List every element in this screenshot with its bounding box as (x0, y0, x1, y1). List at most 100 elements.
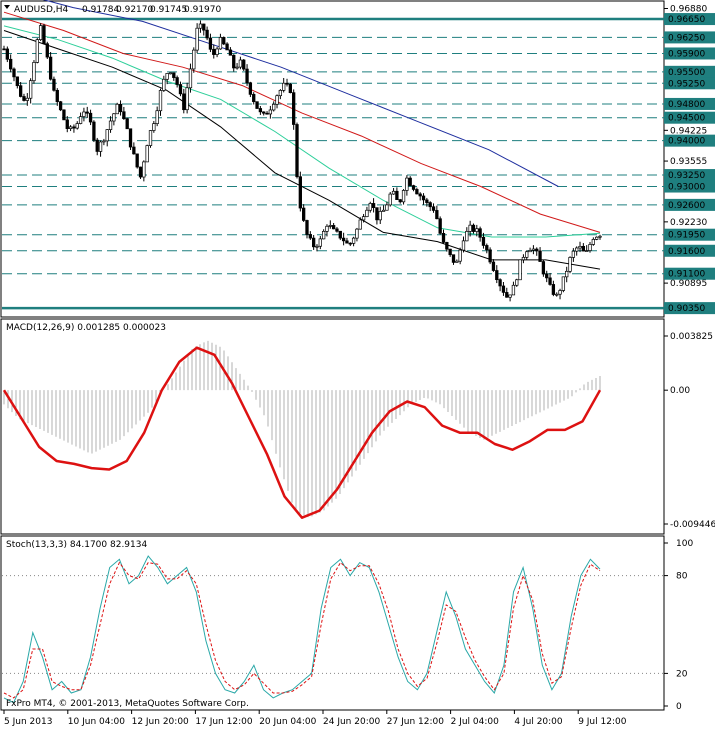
price-level-tag-label: 0.93000 (668, 183, 705, 193)
candle-body (102, 140, 106, 143)
candle-body (175, 77, 179, 85)
candle-body (521, 256, 526, 261)
price-tick-label: 0.90895 (670, 279, 707, 289)
candle-body (88, 112, 93, 123)
candle-body (228, 49, 233, 56)
candle-body (468, 224, 472, 232)
moving-averages (3, 0, 601, 270)
candle-body (245, 68, 249, 84)
candle-body (505, 292, 509, 298)
candle-body (511, 284, 516, 296)
price-tick-label: 0.94225 (670, 126, 707, 136)
candle-body (105, 129, 109, 142)
price-level-tag (664, 13, 715, 26)
candle-body (75, 123, 79, 129)
price-panel[interactable] (0, 0, 665, 318)
candle-body (378, 211, 382, 221)
candle-body (275, 95, 279, 105)
price-tick-label: 0.96880 (670, 5, 707, 15)
macd-panel[interactable] (0, 318, 665, 535)
stochastic-main-line (3, 555, 601, 704)
candle-body (565, 270, 569, 278)
candle-body (202, 23, 206, 31)
candle-body (295, 124, 299, 178)
candle-body (498, 279, 502, 287)
candle-body (242, 59, 246, 70)
candle-body (112, 113, 116, 122)
dropdown-arrow-icon[interactable] (4, 5, 10, 9)
time-axis: 5 Jun 2013 10 Jun 04:00 12 Jun 20:00 17 Jun… (3, 710, 627, 727)
price-level-tag (664, 97, 715, 110)
candle-body (32, 62, 36, 82)
candle-body (455, 260, 459, 263)
time-tick-label: 12 Jun 20:00 (132, 717, 189, 727)
candle-body (288, 83, 292, 94)
price-candles (2, 20, 602, 302)
time-tick-label: 20 Jun 04:00 (259, 717, 316, 727)
candle-body (35, 39, 39, 63)
candle-body (252, 94, 256, 103)
price-level-tag (664, 198, 715, 211)
candle-body (535, 248, 539, 252)
candle-body (461, 240, 466, 251)
candle-body (108, 120, 113, 130)
support-resistance-levels (2, 17, 664, 310)
candle-body (28, 80, 33, 99)
candle-body (45, 43, 49, 58)
candle-body (178, 84, 183, 95)
candle-body (411, 185, 416, 190)
price-tick-label: 0.92230 (670, 218, 707, 228)
macd-title: MACD(12,26,9) 0.001285 0.000023 (6, 323, 166, 333)
macd-tick-label: 0.00 (670, 386, 690, 396)
candle-body (15, 76, 19, 87)
candle-body (328, 225, 332, 227)
candle-body (381, 209, 386, 212)
price-level-tag-label: 0.96250 (668, 33, 705, 43)
candle-body (2, 48, 6, 51)
candle-body (282, 82, 286, 91)
candle-body (375, 207, 379, 221)
candle-body (238, 59, 243, 68)
candle-body (268, 109, 273, 115)
copyright-text: FxPro MT4, © 2001-2013, MetaQuotes Softw… (6, 699, 249, 709)
price-level-tag-label: 0.91100 (668, 270, 705, 280)
stochastic-panel[interactable] (0, 535, 665, 711)
time-tick-label: 9 Jul 12:00 (578, 717, 627, 727)
time-tick-label: 27 Jun 12:00 (387, 717, 444, 727)
candle-body (292, 92, 296, 125)
candle-body (25, 97, 29, 101)
candle-body (405, 177, 409, 191)
price-level-tag (664, 111, 715, 124)
time-tick-label: 4 Jul 20:00 (514, 717, 563, 727)
candle-body (448, 248, 452, 256)
candle-body (325, 225, 329, 232)
price-level-tag-label: 0.95250 (668, 79, 705, 89)
price-header-high: 0.92170 (116, 5, 153, 15)
stochastic-axis: 100 80 20 0 (664, 539, 693, 712)
candle-body (142, 161, 146, 178)
candle-body (525, 251, 529, 258)
candle-body (82, 111, 86, 117)
candle-body (65, 119, 69, 129)
candle-body (425, 199, 429, 203)
stochastic-tick-label: 80 (676, 572, 688, 582)
candle-body (475, 228, 479, 232)
candle-body (548, 277, 552, 285)
candle-body (581, 245, 586, 252)
candle-body (22, 96, 26, 101)
candle-body (598, 235, 602, 238)
candle-body (451, 254, 456, 263)
price-level-tag-label: 0.95900 (668, 49, 705, 59)
candle-body (312, 237, 316, 248)
price-level-tag (664, 169, 715, 182)
price-header-close: 0.91970 (184, 5, 221, 15)
candle-body (491, 261, 496, 271)
candle-body (198, 23, 203, 29)
candle-body (132, 146, 136, 155)
candle-body (298, 176, 302, 209)
candle-body (302, 207, 306, 221)
candle-body (48, 56, 53, 80)
macd-axis: 0.003825 0.00 -0.009446 (664, 332, 715, 530)
candle-body (358, 219, 362, 230)
